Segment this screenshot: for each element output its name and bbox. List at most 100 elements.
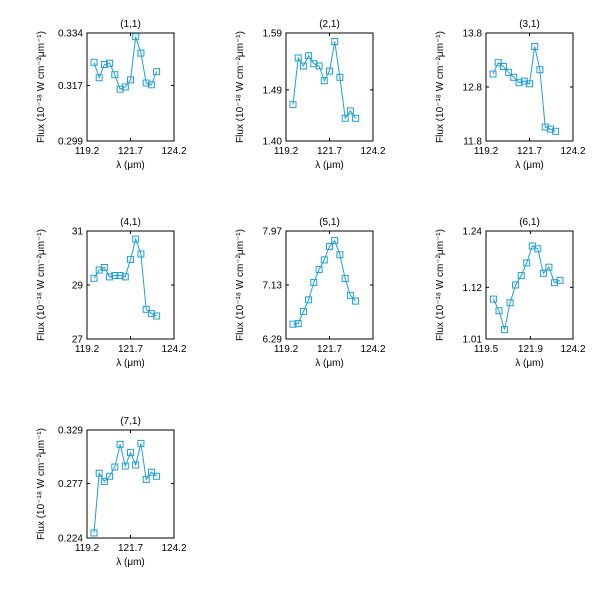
- data-point-marker: [336, 251, 344, 259]
- series-line: [292, 239, 356, 325]
- data-point-marker: [320, 256, 328, 264]
- x-axis-label: λ (μm): [315, 358, 344, 369]
- data-point-marker: [142, 475, 150, 483]
- data-point-marker: [326, 67, 333, 75]
- data-point-marker: [116, 272, 124, 279]
- data-point-marker: [552, 127, 560, 135]
- y-tick-label: 1.01: [463, 335, 483, 346]
- data-point-marker: [315, 62, 323, 70]
- data-point-marker: [341, 275, 349, 283]
- data-point-marker: [106, 59, 114, 67]
- data-point-marker: [116, 85, 124, 93]
- y-axis-label: Flux (10⁻¹⁸ W cm⁻²μm⁻¹): [435, 31, 446, 143]
- x-tick-label: 124.2: [560, 344, 585, 355]
- y-tick-label: 0.224: [58, 534, 83, 545]
- data-point-marker: [315, 266, 323, 274]
- x-tick-label: 121.7: [317, 146, 342, 157]
- y-tick-label: 1.49: [263, 85, 283, 96]
- data-point-marker: [523, 259, 531, 267]
- x-tick-label: 124.2: [161, 344, 186, 355]
- y-tick-label: 1.24: [463, 227, 483, 238]
- y-tick-label: 27: [72, 335, 84, 346]
- data-point-marker: [489, 70, 497, 78]
- data-point-marker: [352, 114, 360, 122]
- data-point-marker: [90, 274, 98, 282]
- data-point-marker: [346, 107, 354, 115]
- data-point-marker: [147, 468, 155, 476]
- y-tick-label: 7.97: [263, 227, 283, 238]
- x-tick-label: 121.7: [118, 543, 143, 554]
- data-point-marker: [517, 272, 525, 280]
- y-axis-label: Flux (10⁻¹⁸ W cm⁻²μm⁻¹): [235, 31, 246, 143]
- y-tick-label: 0.329: [58, 426, 83, 437]
- x-tick-label: 121.7: [517, 146, 542, 157]
- data-point-marker: [299, 62, 307, 70]
- data-point-marker: [127, 449, 134, 457]
- y-tick-label: 7.13: [263, 281, 283, 292]
- y-axis-label: Flux (10⁻¹⁸ W cm⁻²μm⁻¹): [235, 229, 246, 341]
- data-point-marker: [132, 33, 140, 41]
- y-tick-label: 0.299: [58, 137, 83, 148]
- panel-title: (1,1): [120, 19, 141, 30]
- data-point-marker: [331, 237, 339, 245]
- panel-7: (7,1) 119.2 121.7 124.2 0.224 0.277 0.329 λ (μm…: [36, 416, 187, 568]
- data-point-marker: [331, 38, 339, 45]
- panel-title: (7,1): [120, 416, 141, 427]
- plot-frame: [485, 230, 574, 340]
- data-point-marker: [305, 52, 313, 60]
- series-line: [93, 36, 158, 90]
- data-point-marker: [153, 68, 161, 76]
- data-point-marker: [299, 307, 307, 315]
- x-tick-label: 121.9: [518, 344, 543, 355]
- data-point-marker: [132, 461, 140, 469]
- data-point-marker: [534, 245, 542, 253]
- data-point-marker: [111, 272, 119, 279]
- data-point-marker: [305, 296, 313, 304]
- plot-frame: [86, 429, 175, 539]
- series-line: [492, 46, 556, 132]
- data-point-marker: [531, 43, 539, 50]
- data-point-marker: [526, 80, 533, 88]
- x-tick-label: 119.5: [474, 344, 499, 355]
- data-point-marker: [289, 320, 297, 328]
- y-axis-label: Flux (10⁻¹⁸ W cm⁻²μm⁻¹): [435, 229, 446, 341]
- data-point-marker: [100, 477, 108, 485]
- x-tick-label: 119.2: [274, 146, 299, 157]
- data-point-marker: [137, 49, 145, 57]
- data-point-marker: [153, 312, 161, 320]
- data-point-marker: [489, 295, 497, 303]
- data-point-marker: [512, 281, 520, 289]
- x-tick-label: 119.2: [75, 543, 100, 554]
- x-tick-label: 121.7: [118, 344, 143, 355]
- x-tick-label: 124.2: [161, 543, 186, 554]
- data-point-marker: [495, 307, 503, 315]
- plot-frame: [285, 32, 374, 142]
- panel-5: (5,1) 119.2 121.7 124.2 6.29 7.13 7.97 λ (μm) Fl…: [235, 217, 386, 369]
- panel-6: (6,1) 119.5 121.9 124.2 1.01 1.12 1.24 λ (μm) Fl…: [435, 217, 586, 369]
- data-point-marker: [539, 269, 547, 277]
- y-tick-label: 1.40: [263, 137, 283, 148]
- data-point-marker: [545, 263, 553, 271]
- data-point-marker: [127, 76, 134, 84]
- data-point-marker: [326, 242, 333, 250]
- x-tick-label: 119.2: [474, 146, 499, 157]
- x-tick-label: 119.2: [75, 146, 100, 157]
- y-axis-label: Flux (10⁻¹⁸ W cm⁻²μm⁻¹): [36, 31, 47, 143]
- data-point-marker: [111, 463, 119, 471]
- x-axis-label: λ (μm): [116, 557, 145, 568]
- y-axis-label: Flux (10⁻¹⁸ W cm⁻²μm⁻¹): [36, 428, 47, 540]
- data-point-marker: [310, 278, 318, 286]
- panel-title: (6,1): [519, 217, 540, 228]
- data-point-marker: [121, 83, 129, 91]
- data-point-marker: [294, 54, 302, 62]
- panel-1: (1,1) 119.2 121.7 124.2 0.299 0.317 0.334 λ (μm…: [36, 19, 187, 171]
- x-tick-label: 119.2: [274, 344, 299, 355]
- y-tick-label: 29: [72, 281, 84, 292]
- y-tick-label: 11.8: [463, 137, 482, 148]
- data-point-marker: [546, 125, 554, 133]
- x-tick-label: 124.2: [360, 344, 385, 355]
- data-point-marker: [100, 264, 108, 271]
- data-point-marker: [510, 73, 518, 81]
- data-point-marker: [95, 74, 103, 82]
